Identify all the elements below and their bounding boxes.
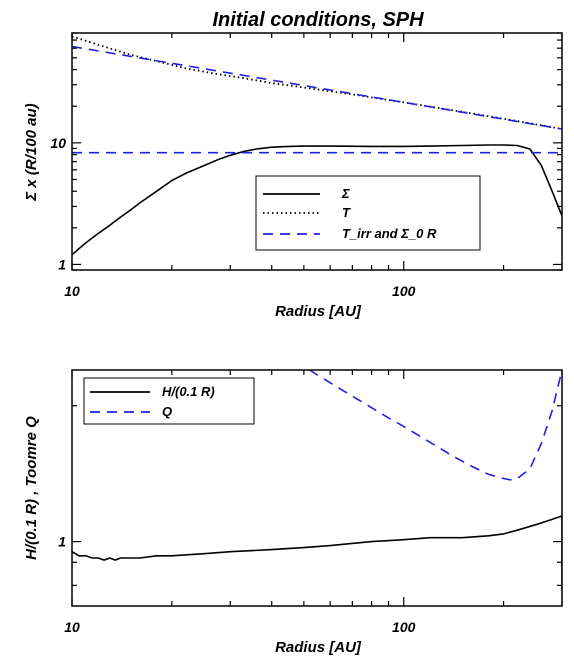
chart0-y-tick-label: 1 xyxy=(58,256,66,272)
chart-top-ticks: 10 100 1 10 xyxy=(50,32,563,299)
chart-bottom-legend-box xyxy=(83,377,255,425)
chart1-x-tick-label: 10 xyxy=(64,619,80,635)
chart-top-x-axis-label: Radius [AU] xyxy=(275,303,362,320)
chart-bottom-ticks: 10 100 1 xyxy=(58,370,563,635)
legend-sigma-label: Σ xyxy=(341,186,350,201)
chart-bottom-x-axis-label: Radius [AU] xyxy=(275,639,362,656)
chart0-series-2-line xyxy=(72,45,562,130)
chart-top-y-axis-label: Σ x (R/100 au) xyxy=(23,103,40,201)
chart-bottom-legend: H/(0.1 R) Q xyxy=(83,377,255,425)
chart-bottom-plot-area xyxy=(72,370,562,591)
chart0-series-1-line xyxy=(72,35,562,130)
chart-top-title: Initial conditions, SPH xyxy=(212,9,424,31)
chart-top: Initial conditions, SPH 10 100 1 10 Radius … xyxy=(23,9,563,320)
chart0-y-tick-label: 10 xyxy=(50,135,66,151)
chart-top-legend-box xyxy=(255,175,481,251)
chart1-x-tick-label: 100 xyxy=(392,619,416,635)
chart0-series-0-line xyxy=(72,144,562,256)
chart-top-plot-area xyxy=(72,35,562,256)
legend-tirr-label: T_irr and Σ_0 R xyxy=(342,226,437,241)
chart-top-legend: Σ T T_irr and Σ_0 R xyxy=(255,175,481,251)
chart0-x-tick-label: 10 xyxy=(64,283,80,299)
legend-t-label: T xyxy=(342,205,351,220)
legend-h-label: H/(0.1 R) xyxy=(162,384,215,399)
chart0-x-tick-label: 100 xyxy=(392,283,416,299)
chart-bottom-frame xyxy=(71,369,563,607)
chart1-y-tick-label: 1 xyxy=(58,534,66,550)
legend-q-label: Q xyxy=(162,404,172,419)
chart-top-frame xyxy=(71,32,563,271)
chart-bottom-y-axis-label: H/(0.1 R) , Toomre Q xyxy=(23,416,40,560)
chart1-series-0-line xyxy=(72,515,562,591)
chart1-series-1-line xyxy=(309,370,562,481)
